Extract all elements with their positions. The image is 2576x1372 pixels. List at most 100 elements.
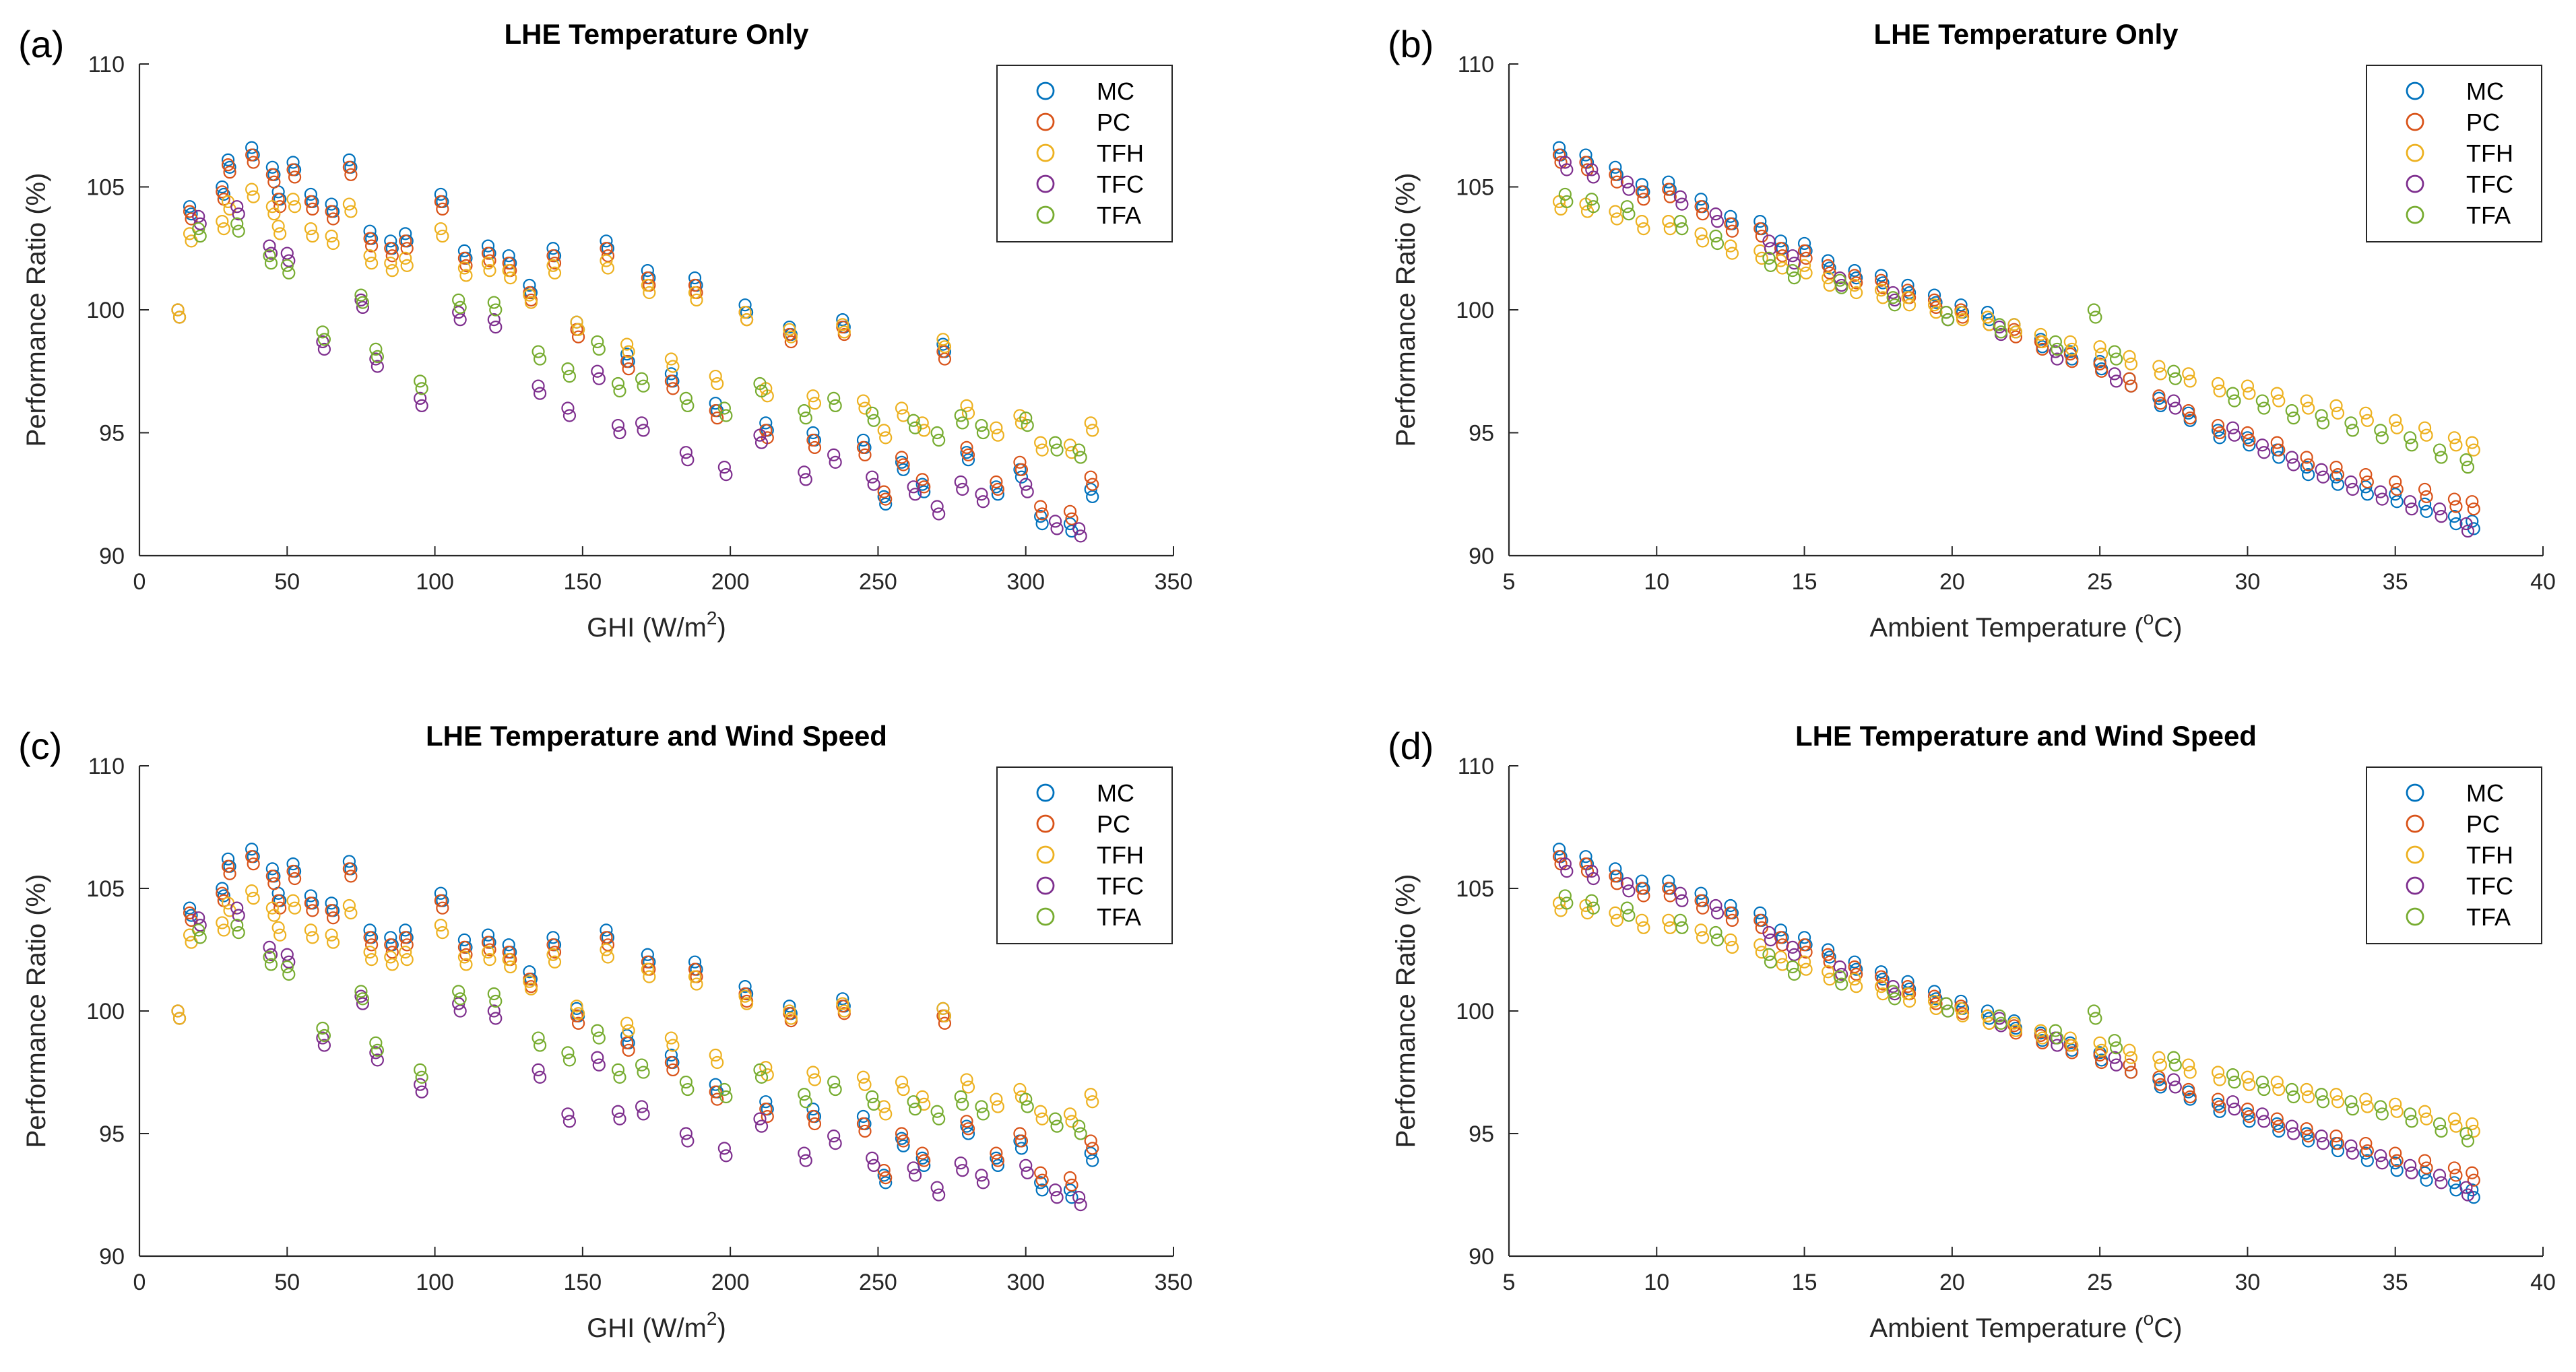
data-point-tfh (1637, 222, 1650, 236)
data-point-mc (2241, 431, 2255, 445)
data-point-tfc (956, 1164, 969, 1177)
data-point-pc (434, 894, 447, 907)
data-point-pc (400, 242, 414, 255)
data-point-tfh (806, 389, 820, 403)
data-point-pc (897, 458, 910, 471)
data-point-tfh (171, 303, 185, 317)
legend-label-tfh: TFH (2466, 139, 2513, 167)
data-point-pc (1799, 251, 1813, 265)
panel-a: (a) LHE Temperature Only 0 50 100 150 200 250 30… (18, 18, 1192, 643)
data-point-tfh (600, 943, 613, 956)
data-point-mc (183, 901, 197, 915)
data-point-pc (326, 911, 340, 925)
data-point-pc (436, 901, 449, 915)
data-point-pc (325, 904, 338, 917)
data-point-pc (400, 938, 414, 952)
data-point-tfa (316, 1021, 329, 1035)
x-axis-label-superscript: o (2144, 1308, 2154, 1329)
legend-marker-tfh (2406, 143, 2424, 162)
data-point-tfc (2226, 1095, 2240, 1109)
data-point-tfc (2435, 510, 2448, 523)
data-point-tfh (245, 884, 259, 898)
data-point-pc (1822, 259, 1835, 272)
data-point-mc (897, 463, 910, 476)
data-point-tfh (172, 311, 187, 324)
data-point-pc (1013, 1127, 1027, 1140)
data-point-pc (2154, 397, 2167, 410)
data-point-tfa (2287, 412, 2300, 425)
data-point-mc (502, 938, 515, 952)
data-point-mc (1635, 874, 1648, 888)
data-point-pc (1797, 244, 1811, 257)
data-point-tfc (280, 247, 294, 260)
data-point-tfh (895, 1075, 909, 1089)
data-point-tfc (1675, 197, 1689, 211)
legend-label-tfc: TFC (2466, 170, 2513, 198)
data-point-mc (363, 923, 377, 937)
data-point-tfh (1929, 1002, 1943, 1016)
data-point-tfh (1610, 212, 1623, 226)
data-point-tfh (938, 1009, 952, 1022)
data-point-tfh (571, 323, 585, 336)
data-point-mc (1034, 1176, 1048, 1189)
data-point-tfh (459, 958, 473, 971)
data-point-tfc (907, 1161, 920, 1175)
x-tick-label: 300 (1006, 569, 1045, 595)
data-point-pc (1848, 269, 1861, 282)
data-point-pc (2447, 492, 2461, 506)
data-point-mc (1694, 193, 1708, 206)
x-tick-label: 30 (2235, 1270, 2261, 1295)
data-point-tfh (664, 1031, 678, 1045)
data-point-pc (1901, 284, 1914, 297)
data-point-tfc (1673, 190, 1687, 203)
data-point-pc (2152, 389, 2166, 403)
data-point-tfc (1050, 522, 1064, 535)
data-point-tfh (483, 264, 496, 277)
data-point-tfa (954, 1090, 967, 1104)
data-point-tfa (611, 1063, 625, 1076)
legend-box (996, 766, 1173, 944)
data-point-tfh (265, 200, 279, 214)
data-point-tfh (571, 1007, 585, 1020)
data-point-mc (342, 153, 356, 166)
data-point-tfa (2051, 342, 2064, 356)
data-point-tfh (400, 259, 414, 272)
data-point-tfc (453, 313, 467, 327)
data-point-tfa (1939, 997, 1953, 1010)
y-tick-label: 110 (88, 52, 125, 77)
data-point-pc (990, 1146, 1003, 1160)
data-point-pc (806, 433, 820, 447)
data-point-pc (1822, 948, 1835, 961)
data-point-tfh (2036, 335, 2049, 349)
data-point-pc (2272, 443, 2286, 457)
data-point-tfh (990, 1092, 1003, 1106)
data-point-pc (879, 492, 893, 506)
data-point-pc (2243, 433, 2256, 447)
data-point-tfa (2405, 438, 2418, 452)
y-tick-label: 110 (1458, 754, 1494, 779)
data-point-tfa (2257, 401, 2271, 415)
data-point-tfh (2359, 406, 2373, 420)
data-point-pc (915, 1146, 929, 1160)
data-point-tfa (1939, 306, 1953, 319)
data-point-tfh (436, 925, 449, 940)
data-point-mc (1876, 276, 1890, 290)
x-axis-label-superscript: 2 (707, 1308, 717, 1329)
data-point-pc (1609, 870, 1622, 883)
data-point-tfh (643, 286, 656, 300)
legend-marker-mc (2406, 81, 2424, 100)
data-point-pc (2211, 1092, 2225, 1106)
data-point-mc (877, 1169, 891, 1182)
data-point-tfc (2435, 1176, 2448, 1189)
y-tick-label: 105 (1456, 876, 1494, 902)
data-point-pc (2389, 475, 2402, 489)
legend-label-tfc: TFC (1097, 170, 1144, 198)
x-tick-label: 10 (1644, 1270, 1669, 1295)
y-tick-label: 95 (1469, 1121, 1494, 1147)
data-point-tfh (288, 200, 302, 214)
data-point-tfh (306, 931, 319, 944)
data-point-tfa (1560, 896, 1574, 910)
legend-label-pc: PC (1097, 108, 1130, 136)
data-point-pc (2466, 495, 2479, 509)
data-point-tfc (1048, 1183, 1062, 1197)
